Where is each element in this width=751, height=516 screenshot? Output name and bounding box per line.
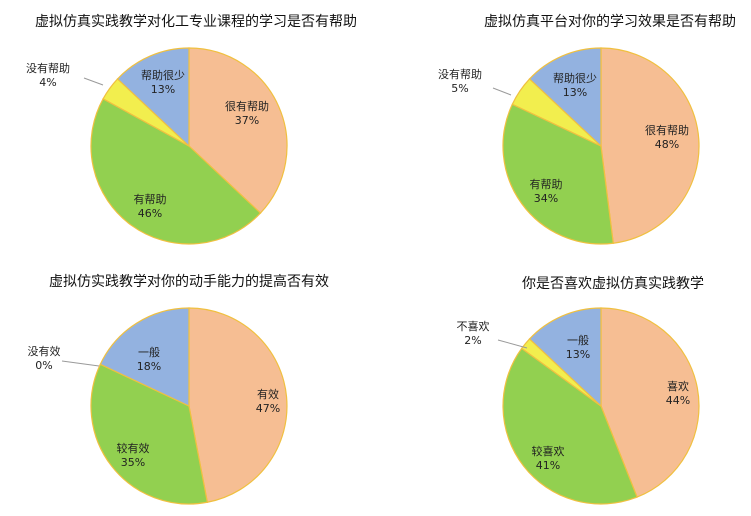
pie-slice-4	[99, 307, 190, 407]
pie-slice-4	[528, 307, 602, 408]
pie-slice-2	[90, 363, 209, 505]
pie-slice-2	[90, 97, 262, 245]
slice-label: 帮助很少	[141, 68, 185, 82]
leader-line	[497, 339, 528, 349]
slice-value-label: 35%	[121, 456, 145, 469]
slice-value-label: 44%	[666, 394, 690, 407]
slice-label: 很有帮助	[645, 123, 689, 137]
chart-title: 你是否喜欢虚拟仿真实践教学	[522, 276, 704, 292]
slice-value-label: 34%	[534, 192, 558, 205]
slice-label: 没有效	[28, 344, 61, 358]
pie-slice-1	[600, 307, 700, 498]
leader-line	[61, 360, 100, 367]
chart-title: 虚拟仿真实践教学对化工专业课程的学习是否有帮助	[35, 14, 357, 30]
pie-slice-4	[528, 47, 602, 148]
slice-value-label: 48%	[655, 138, 679, 151]
slice-label: 一般	[138, 346, 160, 359]
slice-label: 一般	[567, 334, 589, 347]
chart-title: 虚拟仿真平台对你的学习效果是否有帮助	[484, 14, 736, 30]
slice-label: 喜欢	[667, 379, 689, 393]
slice-label: 不喜欢	[457, 319, 490, 333]
slice-value-label: 13%	[151, 83, 175, 96]
slice-label: 有帮助	[134, 192, 167, 206]
slice-value-label: 5%	[451, 82, 468, 95]
slice-label: 较有效	[117, 441, 150, 455]
slice-label: 有效	[257, 387, 279, 401]
slice-label: 没有帮助	[438, 67, 482, 81]
slice-value-label: 41%	[536, 459, 560, 472]
pie-slice-1	[188, 307, 288, 503]
slice-value-label: 4%	[39, 76, 56, 89]
slice-label: 较喜欢	[532, 444, 565, 458]
leader-line	[83, 77, 104, 86]
pie-slice-1	[188, 47, 288, 214]
slice-value-label: 2%	[464, 334, 481, 347]
slice-value-label: 37%	[235, 114, 259, 127]
slice-value-label: 13%	[563, 86, 587, 99]
slice-label: 帮助很少	[553, 71, 597, 85]
slice-value-label: 47%	[256, 402, 280, 415]
slice-value-label: 0%	[35, 359, 52, 372]
slice-label: 没有帮助	[26, 61, 70, 75]
slice-label: 有帮助	[530, 177, 563, 191]
slice-value-label: 46%	[138, 207, 162, 220]
chart-title: 虚拟仿实践教学对你的动手能力的提高否有效	[49, 273, 329, 290]
slice-label: 很有帮助	[225, 99, 269, 113]
leader-line	[492, 87, 512, 96]
slice-value-label: 13%	[566, 348, 590, 361]
pie-slice-2	[502, 347, 638, 505]
pie-slice-1	[600, 47, 700, 244]
slice-value-label: 18%	[137, 360, 161, 373]
pie-slice-4	[116, 47, 190, 148]
